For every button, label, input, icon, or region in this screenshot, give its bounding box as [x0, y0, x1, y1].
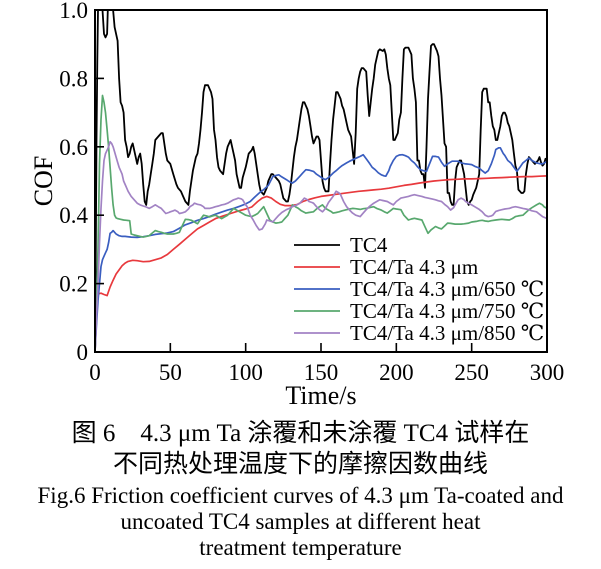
caption-en-line-3: treatment temperature [199, 535, 402, 560]
x-tick-label: 150 [304, 360, 339, 385]
series-line-tc4-ta-4-3-m-850- [95, 140, 547, 352]
x-tick-label: 300 [530, 360, 565, 385]
legend-label: TC4 [350, 233, 388, 257]
y-axis-label: COF [29, 156, 58, 207]
caption-en-line-1: Fig.6 Friction coefficient curves of 4.3… [37, 483, 564, 508]
x-tick-label: 250 [454, 360, 489, 385]
x-tick-label: 100 [228, 360, 263, 385]
x-tick-label: 50 [159, 360, 182, 385]
legend-label: TC4/Ta 4.3 μm/850 ℃ [350, 321, 544, 345]
plot-frame [94, 9, 548, 353]
legend-label: TC4/Ta 4.3 μm/650 ℃ [350, 277, 544, 301]
series-line-tc4-ta-4-3-m-750- [95, 94, 547, 352]
x-tick-label: 200 [379, 360, 414, 385]
y-tick-label: 0.6 [59, 135, 88, 160]
series-line-tc4-ta-4-3-m-650- [95, 146, 547, 352]
legend-label: TC4/Ta 4.3 μm [350, 255, 478, 279]
y-tick-label: 1.0 [59, 0, 88, 23]
cof-line-chart: Time/s COF 0 50 100 150 200 250 300 0 0.2 0.4 0.6 0… [29, 0, 565, 410]
y-tick-label: 0 [77, 340, 89, 365]
x-tick-label: 0 [89, 360, 101, 385]
caption-zh-line-2: 不同热处理温度下的摩擦因数曲线 [112, 451, 488, 478]
series-line-tc4 [95, 10, 547, 352]
caption-en-line-2: uncoated TC4 samples at different heat [120, 509, 481, 534]
x-axis-label: Time/s [285, 381, 356, 410]
caption-zh-line-1: 图 6 4.3 μm Ta 涂覆和未涂覆 TC4 试样在 [71, 420, 530, 447]
series-line-tc4-ta-4-3-m [95, 175, 547, 352]
y-tick-label: 0.2 [59, 272, 88, 297]
y-tick-label: 0.4 [59, 203, 88, 228]
legend-label: TC4/Ta 4.3 μm/750 ℃ [350, 299, 544, 323]
curves-group [95, 10, 547, 352]
y-tick-label: 0.8 [59, 66, 88, 91]
